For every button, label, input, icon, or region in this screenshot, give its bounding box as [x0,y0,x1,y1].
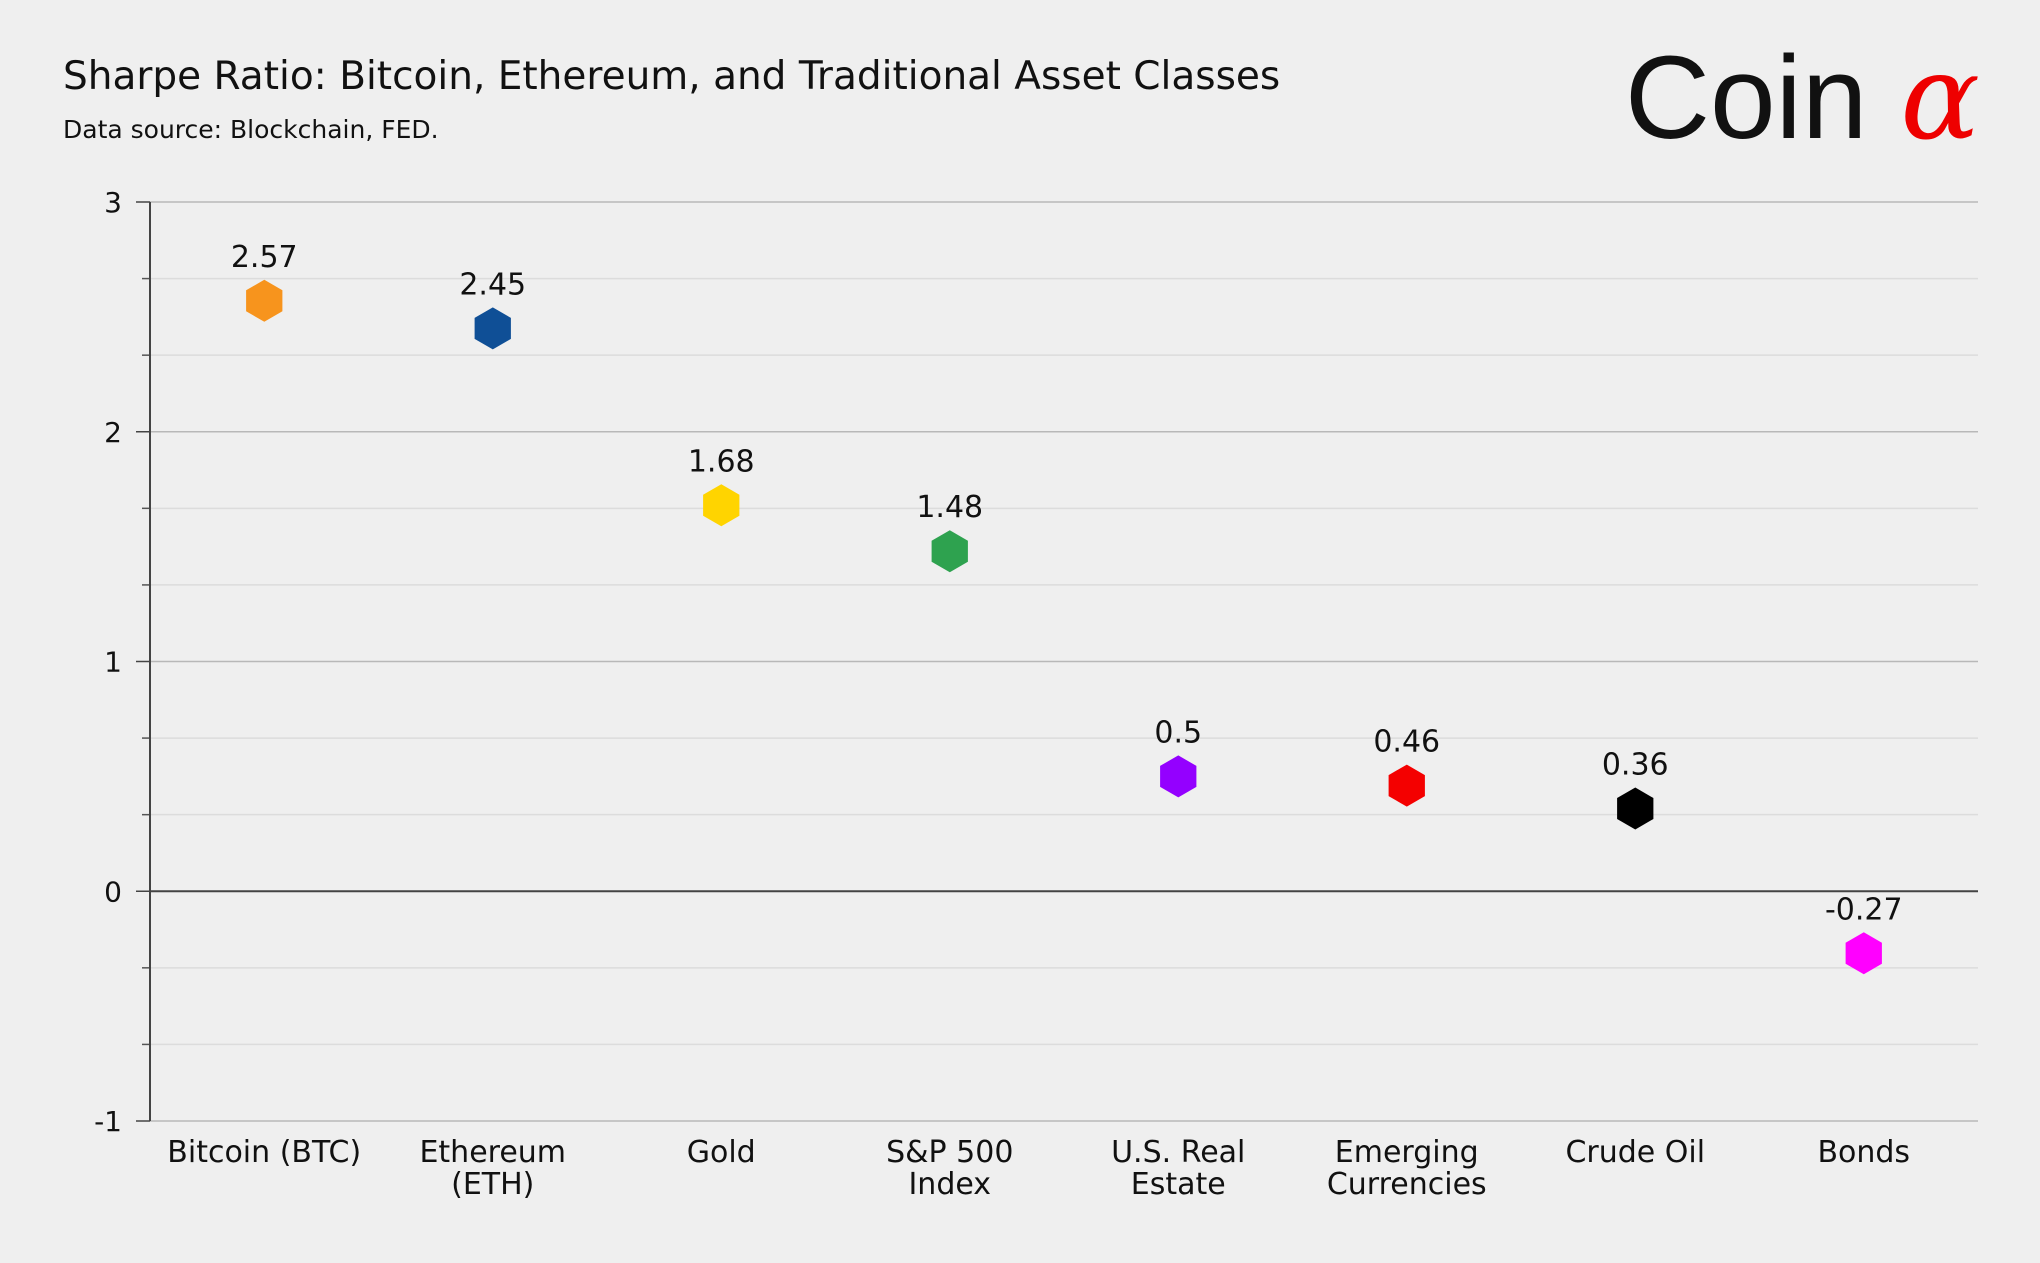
x-category-label: Gold [687,1135,756,1170]
x-category-label: Emerging Currencies [1327,1135,1487,1202]
y-tick-label: -1 [94,1105,122,1138]
hexagon-marker [1160,755,1197,798]
x-category-label: U.S. Real Estate [1111,1135,1245,1202]
x-category-label: Bitcoin (BTC) [167,1135,361,1170]
data-label: 2.45 [459,267,526,302]
hexagon-marker [474,307,511,350]
hexagon-marker [1388,764,1425,807]
hexagon-marker [931,530,968,573]
x-category-label: Bonds [1817,1135,1910,1170]
hexagon-marker [1845,932,1882,975]
hexagon-marker [1617,787,1654,830]
logo-text: Coin [1624,32,1868,164]
y-tick-label: 2 [104,416,122,449]
hexagon-marker [246,279,283,322]
x-category-label: Crude Oil [1565,1135,1705,1170]
data-label: 0.5 [1154,715,1202,750]
x-category-label: Ethereum (ETH) [419,1135,566,1202]
y-tick-label: 3 [104,186,122,219]
hexagon-marker [703,484,740,527]
y-tick-label: 1 [104,646,122,679]
data-label: 1.68 [688,444,755,479]
y-tick-label: 0 [104,875,122,908]
data-label: 1.48 [916,490,983,525]
alpha-icon: α [1900,28,1980,166]
coin-alpha-logo: Coin α [1625,38,1980,157]
data-label: 2.57 [231,240,298,275]
chart-title: Sharpe Ratio: Bitcoin, Ethereum, and Tra… [63,54,1281,99]
data-label: -0.27 [1825,892,1903,927]
data-label: 0.46 [1373,725,1440,760]
chart-subtitle: Data source: Blockchain, FED. [63,115,439,144]
data-label: 0.36 [1602,748,1669,783]
x-category-label: S&P 500 Index [886,1135,1013,1202]
